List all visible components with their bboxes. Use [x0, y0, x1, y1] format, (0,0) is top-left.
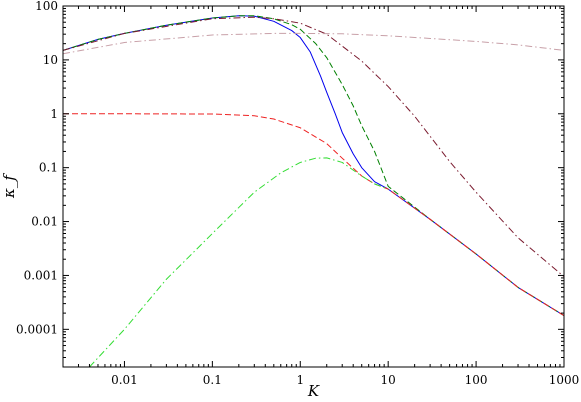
y-axis-title: κ_f: [0, 173, 18, 199]
y-tick-label: 100: [35, 0, 58, 13]
y-tick-label: 0.1: [39, 161, 58, 175]
series-line-6: [89, 157, 389, 367]
x-tick-label: 1000: [549, 373, 580, 387]
x-tick-label: 0.1: [203, 373, 222, 387]
y-tick-label: 0.0001: [16, 322, 58, 336]
y-tick-label: 0.01: [31, 215, 58, 229]
series-line-2: [63, 15, 564, 317]
series-line-1: [63, 15, 564, 317]
y-tick-label: 10: [43, 53, 58, 67]
x-tick-label: 10: [381, 373, 396, 387]
series-line-5: [63, 113, 564, 317]
ticks-layer: 0.01 0.1 1 10 100 1000 0.0001 0.001 0.01 0.1 1 10 10…: [16, 0, 579, 387]
series-line-4: [63, 32, 564, 55]
series-layer: [63, 15, 564, 367]
y-tick-label: 0.001: [24, 268, 58, 282]
plot-frame: [62, 5, 565, 368]
x-tick-label: 0.01: [111, 373, 138, 387]
x-axis-title: K: [307, 382, 320, 400]
x-tick-label: 100: [465, 373, 488, 387]
x-tick-label: 1: [296, 373, 304, 387]
series-line-3: [63, 16, 564, 278]
y-tick-label: 1: [50, 107, 58, 121]
